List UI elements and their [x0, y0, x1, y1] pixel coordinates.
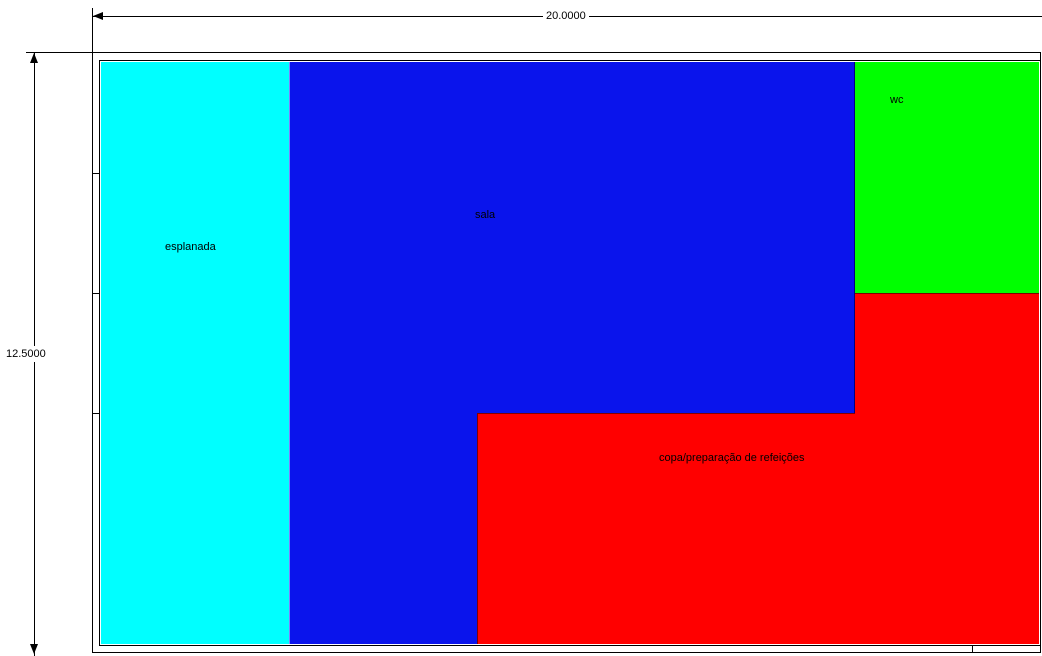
wall-tick — [92, 413, 99, 414]
label-sala: sala — [475, 209, 496, 221]
label-wc: wc — [890, 94, 904, 106]
room-copa-upper — [855, 293, 1039, 413]
wall-sala-copa-vertical — [477, 413, 478, 644]
wall-esplanada-sala — [289, 62, 290, 644]
room-sala — [289, 62, 855, 413]
width-dimension-label: 20.0000 — [543, 10, 589, 22]
wall-tick — [972, 646, 973, 653]
label-esplanada: esplanada — [165, 241, 216, 253]
left-dimension-top-arrow — [30, 53, 38, 63]
wall-sala-wc — [854, 62, 855, 413]
room-wc — [855, 62, 1039, 293]
height-dimension-label: 12.5000 — [6, 346, 46, 362]
wall-tick — [92, 173, 99, 174]
top-dimension-left-tick — [92, 8, 93, 52]
label-copa: copa/preparação de refeições — [659, 452, 805, 464]
wall-wc-copa — [855, 293, 1039, 294]
left-dimension-top-tick — [26, 52, 92, 53]
wall-sala-copa — [478, 413, 855, 414]
top-dimension-left-arrow — [93, 12, 103, 20]
room-copa — [478, 413, 1039, 644]
room-esplanada — [101, 62, 289, 644]
left-dimension-bottom-arrow — [30, 644, 38, 654]
inner-wall-frame — [99, 60, 1041, 646]
wall-tick — [92, 293, 99, 294]
room-sala-lower — [289, 413, 478, 644]
